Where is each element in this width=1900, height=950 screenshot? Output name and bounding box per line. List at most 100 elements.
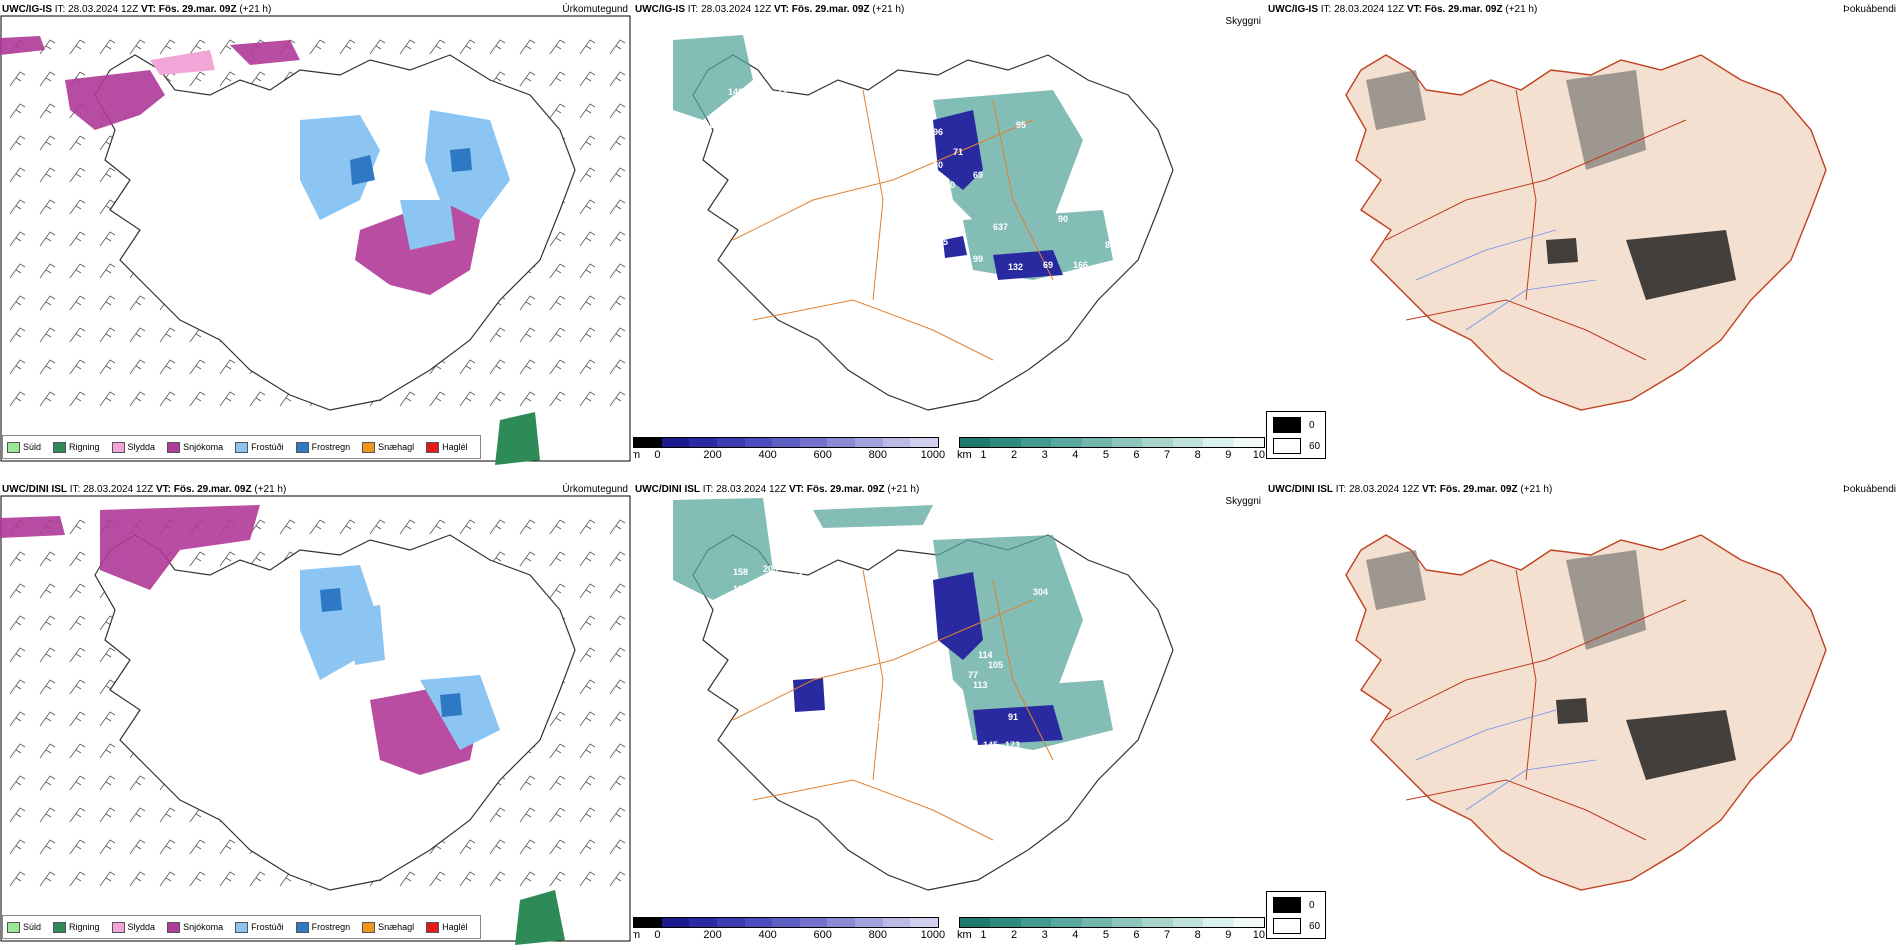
colorbar-cell [799, 918, 828, 927]
colorbar-km-ticks: 1 2 3 4 5 6 7 8 9 10 [959, 928, 1265, 942]
wind-barb [609, 167, 626, 183]
colorbar-cell [1233, 438, 1265, 447]
visibility-label: 153 [728, 114, 743, 124]
wind-barb [99, 167, 116, 183]
wind-barb [579, 711, 596, 727]
wind-barb [99, 807, 116, 823]
colorbar-cell [1020, 918, 1052, 927]
wind-barb [579, 519, 596, 535]
wind-barb [9, 167, 26, 183]
visibility-label: 76 [778, 84, 788, 94]
colorbar-tick: 4 [1072, 449, 1079, 461]
wind-barb [39, 167, 56, 183]
wind-barb [69, 839, 86, 855]
wind-barb [399, 39, 416, 55]
wind-barb [219, 359, 236, 375]
wind-barb [459, 839, 476, 855]
visibility-label: 112 [733, 584, 748, 594]
wind-barb [579, 135, 596, 151]
wind-barb [399, 519, 416, 535]
colorbar-tick: 600 [813, 449, 832, 461]
wind-barb [579, 807, 596, 823]
wind-barb [489, 359, 506, 375]
precip-map [0, 495, 631, 945]
wind-barb [609, 647, 626, 663]
wind-barb [579, 295, 596, 311]
colorbar-tick: 7 [1164, 449, 1171, 461]
wind-barb [69, 263, 86, 279]
wind-barb [9, 327, 26, 343]
colorbar-m-ticks: 0 200 400 600 800 1000 [633, 928, 945, 942]
wind-barb [99, 711, 116, 727]
visibility-label: 146 [728, 87, 743, 97]
precip-title: Úrkomutegund [562, 4, 628, 15]
wind-barb [99, 231, 116, 247]
wind-barb [99, 679, 116, 695]
wind-barb [9, 231, 26, 247]
wind-barb [459, 359, 476, 375]
wind-barb [609, 39, 626, 55]
wind-barb [609, 391, 626, 407]
run-header: UWC/IG-IS IT: 28.03.2024 12Z VT: Fös. 29… [2, 4, 272, 15]
wind-barb [609, 359, 626, 375]
wind-barb [489, 39, 506, 55]
wind-barb [189, 551, 206, 567]
legend-item: Súld [7, 921, 41, 933]
wind-barb [129, 807, 146, 823]
visibility-label: 99 [973, 254, 983, 264]
colorbar-cell [1051, 918, 1082, 927]
precip-map [0, 15, 631, 465]
wind-barb [219, 391, 236, 407]
wind-barb [9, 647, 26, 663]
wind-barb [69, 583, 86, 599]
colorbar-cell [1081, 918, 1113, 927]
visibility-label: 341 [1103, 602, 1118, 612]
colorbar-tick: 2 [1011, 449, 1018, 461]
colorbar-cell [990, 918, 1021, 927]
wind-barb [129, 871, 146, 887]
colorbar-tick: 6 [1133, 929, 1140, 941]
wind-barb [99, 839, 116, 855]
wind-barb [39, 679, 56, 695]
wind-barb [39, 583, 56, 599]
wind-barb [519, 391, 536, 407]
legend-item: Haglél [426, 441, 468, 453]
colorbar-tick: 3 [1041, 929, 1048, 941]
colorbar-m: 0 200 400 600 800 1000 m [633, 917, 945, 943]
wind-barb [39, 295, 56, 311]
wind-barb [9, 743, 26, 759]
wind-barb [489, 871, 506, 887]
wind-barb [549, 359, 566, 375]
wind-barb [609, 711, 626, 727]
wind-barb [129, 39, 146, 55]
wind-barb [549, 231, 566, 247]
wind-barb [549, 551, 566, 567]
run-header: UWC/IG-IS IT: 28.03.2024 12Z VT: Fös. 29… [1268, 4, 1538, 15]
visibility-label: 132 [1008, 262, 1023, 272]
wind-barb [99, 359, 116, 375]
colorbar-tick: 9 [1225, 449, 1232, 461]
wind-barb [579, 391, 596, 407]
wind-barb [549, 839, 566, 855]
wind-barb [39, 615, 56, 631]
wind-barb [99, 743, 116, 759]
colorbar-cell [1112, 438, 1143, 447]
fog-panel-bottom: UWC/DINI ISL IT: 28.03.2024 12Z VT: Fös.… [1266, 480, 1900, 950]
wind-barb [549, 583, 566, 599]
colorbar-tick: 5 [1102, 449, 1109, 461]
colorbar-tick: 0 [654, 449, 661, 461]
wind-barb [99, 775, 116, 791]
wind-barb [609, 583, 626, 599]
visibility-label: 94 [873, 717, 883, 727]
visibility-label: 304 [1033, 587, 1048, 597]
visibility-label: 70 [945, 180, 955, 190]
wind-barb [99, 295, 116, 311]
wind-barb [489, 839, 506, 855]
colorbar-cell [634, 918, 662, 927]
colorbar-cell [744, 918, 773, 927]
wind-barb [189, 71, 206, 87]
wind-barb [39, 359, 56, 375]
wind-barb [9, 551, 26, 567]
wind-barb [249, 391, 266, 407]
colorbar-m: 0 200 400 600 800 1000 m [633, 437, 945, 463]
